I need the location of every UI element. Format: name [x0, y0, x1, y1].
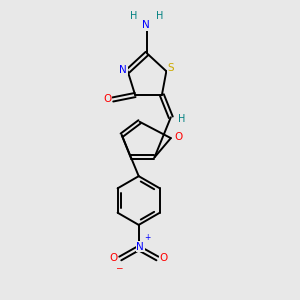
Text: H: H: [156, 11, 163, 21]
Text: N: N: [136, 242, 144, 252]
Text: +: +: [144, 233, 151, 242]
Text: N: N: [119, 65, 127, 75]
Text: O: O: [174, 132, 182, 142]
Text: −: −: [115, 263, 122, 272]
Text: O: O: [103, 94, 112, 104]
Text: H: H: [130, 11, 137, 21]
Text: O: O: [110, 254, 118, 263]
Text: N: N: [142, 20, 149, 30]
Text: O: O: [160, 254, 168, 263]
Text: S: S: [167, 63, 174, 73]
Text: H: H: [178, 114, 186, 124]
